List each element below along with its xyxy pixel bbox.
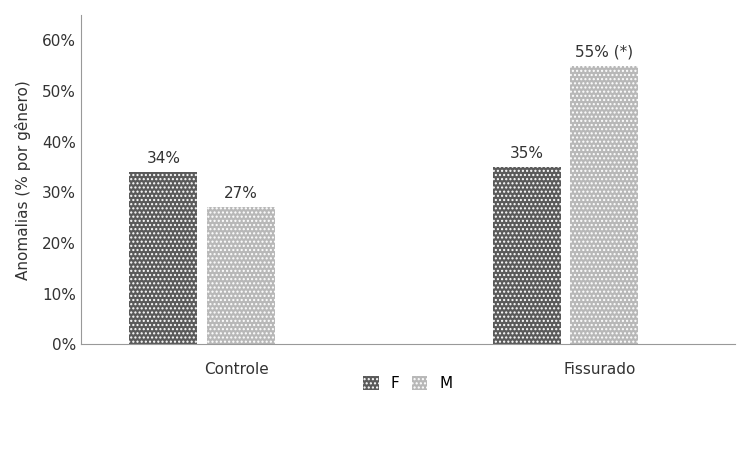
Text: 34%: 34%	[146, 151, 180, 166]
Text: 35%: 35%	[510, 146, 544, 161]
Bar	[207, 207, 274, 344]
Y-axis label: Anomalias (% por gênero): Anomalias (% por gênero)	[15, 80, 31, 279]
Text: 55% (*): 55% (*)	[575, 45, 633, 59]
Bar	[130, 172, 197, 344]
Text: 27%: 27%	[224, 186, 258, 202]
Text: Controle: Controle	[204, 362, 268, 378]
Bar	[570, 66, 638, 344]
Legend: F, M: F, M	[358, 372, 457, 396]
Bar	[493, 167, 560, 344]
Text: Fissurado: Fissurado	[563, 362, 635, 378]
